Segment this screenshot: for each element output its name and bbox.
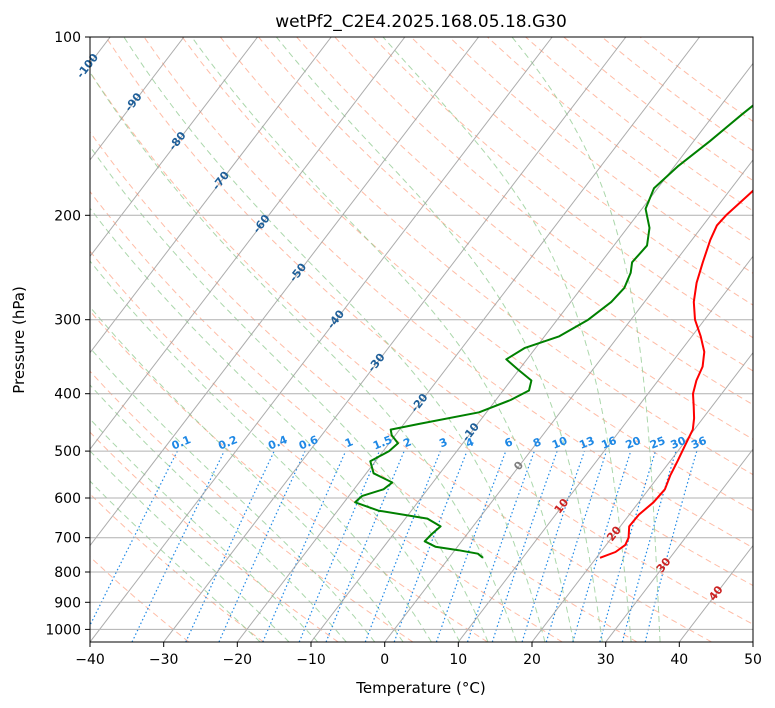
mixing-ratio-value-label: 10	[550, 434, 569, 452]
chart-title: wetPf2_C2E4.2025.168.05.18.G30	[275, 12, 567, 32]
moist-adiabat-line	[90, 71, 517, 642]
mixing-ratio-line	[218, 450, 306, 642]
moist-adiabat-line	[90, 450, 290, 642]
dry-adiabat-line	[90, 71, 753, 625]
moist-adiabat-line	[90, 480, 261, 642]
dry-adiabat-line	[334, 37, 753, 372]
mixing-ratio-line	[298, 450, 380, 642]
pressure-grid	[90, 37, 753, 630]
dry-adiabat-line	[90, 370, 414, 642]
isotherm-line	[457, 255, 753, 642]
isotherm-line	[605, 448, 753, 642]
mixing-ratio-value-label: 1	[343, 435, 355, 450]
dry-adiabat-line	[90, 556, 190, 642]
y-tick-label: 100	[54, 30, 81, 46]
dewpoint-profile	[354, 104, 753, 559]
y-tick-label: 900	[54, 595, 81, 611]
y-axis-label: Pressure (hPa)	[10, 286, 28, 394]
dry-adiabat-line	[90, 431, 339, 642]
moist-adiabat-line	[90, 418, 319, 642]
x-tick-label: −20	[223, 652, 253, 668]
x-tick-label: −40	[75, 652, 105, 668]
isotherm-line	[310, 62, 753, 642]
temperature-profile	[599, 189, 753, 559]
isotherm-line	[90, 37, 332, 354]
x-tick-label: 50	[744, 652, 762, 668]
plot-frame	[89, 36, 754, 643]
dry-adiabat-line	[90, 250, 563, 642]
mixing-ratio-line	[364, 450, 441, 642]
mixing-ratio-value-label: 16	[599, 434, 618, 452]
mixing-ratio-line	[435, 450, 507, 642]
moist-adiabat-line	[90, 347, 376, 642]
isotherm-line	[384, 159, 753, 642]
dry-adiabat-line	[90, 131, 712, 642]
background-lines	[90, 37, 753, 642]
mixing-ratio-line	[491, 450, 558, 642]
y-tick-label: 500	[54, 444, 81, 460]
dry-adiabat-line	[372, 37, 753, 339]
isotherm-line	[236, 37, 700, 642]
mixing-ratio-value-label: 25	[648, 434, 667, 452]
dry-adiabat-line	[296, 37, 753, 406]
isotherm-line	[90, 37, 406, 451]
y-tick-label: 700	[54, 531, 81, 547]
x-axis-label: Temperature (°C)	[355, 679, 485, 697]
isotherm-line	[90, 37, 185, 161]
mixing-ratio-line	[466, 450, 535, 642]
mixing-ratio-line	[621, 450, 677, 642]
dry-adiabat-line	[90, 310, 488, 642]
y-tick-label: 300	[54, 313, 81, 329]
x-tick-label: 10	[449, 652, 467, 668]
x-axis: −40 −30 −20 −10 0 10 20 30 40 50	[75, 642, 762, 668]
moist-adiabat-line	[276, 37, 603, 642]
y-tick-label: 800	[54, 565, 81, 581]
mixing-ratio-line	[262, 450, 347, 642]
x-tick-label: −10	[296, 652, 326, 668]
moist-adiabat-line	[123, 37, 546, 642]
moist-adiabat-line	[511, 37, 661, 642]
mixing-ratio-value-label: 13	[577, 434, 596, 452]
mixing-ratio-value-label: 8	[531, 435, 543, 450]
mixing-ratio-line	[599, 450, 657, 642]
isotherm-line	[90, 37, 258, 258]
mixing-ratio-line	[545, 450, 608, 642]
y-tick-label: 1000	[45, 622, 81, 638]
y-tick-label: 200	[54, 208, 81, 224]
x-tick-label: 0	[380, 652, 389, 668]
dry-adiabat-line	[258, 37, 753, 440]
isotherm-line	[163, 37, 627, 642]
mixing-ratio-line	[90, 450, 178, 627]
moist-adiabat-line	[90, 260, 432, 642]
y-tick-label: 400	[54, 387, 81, 403]
moist-adiabat-line	[382, 37, 632, 642]
mixing-ratio-value-label: 2	[401, 435, 413, 450]
series-lines	[354, 104, 753, 559]
isotherm-line	[90, 37, 553, 642]
x-tick-label: 40	[670, 652, 688, 668]
mixing-ratio-value-label: 36	[689, 434, 708, 452]
moist-adiabat-line	[90, 145, 489, 642]
mixing-ratio-line	[572, 450, 632, 642]
isotherm-line	[531, 351, 753, 642]
dry-adiabat-line	[105, 37, 753, 587]
mixing-ratio-line	[521, 450, 585, 642]
moist-adiabat-line	[191, 37, 575, 642]
y-tick-label: 600	[54, 491, 81, 507]
moist-adiabat-line	[90, 306, 404, 642]
mixing-ratio-value-label: 3	[437, 435, 449, 450]
x-tick-label: −30	[149, 652, 179, 668]
isotherm-line	[90, 37, 479, 547]
mixing-ratio-value-label: 20	[624, 434, 643, 452]
x-tick-label: 20	[523, 652, 541, 668]
mixing-ratio-value-label: 30	[669, 434, 688, 452]
x-tick-label: 30	[597, 652, 615, 668]
y-axis: 100 200 300 400 500 600 700 800 900 1000	[45, 30, 90, 638]
mixing-ratio-line	[325, 450, 405, 642]
